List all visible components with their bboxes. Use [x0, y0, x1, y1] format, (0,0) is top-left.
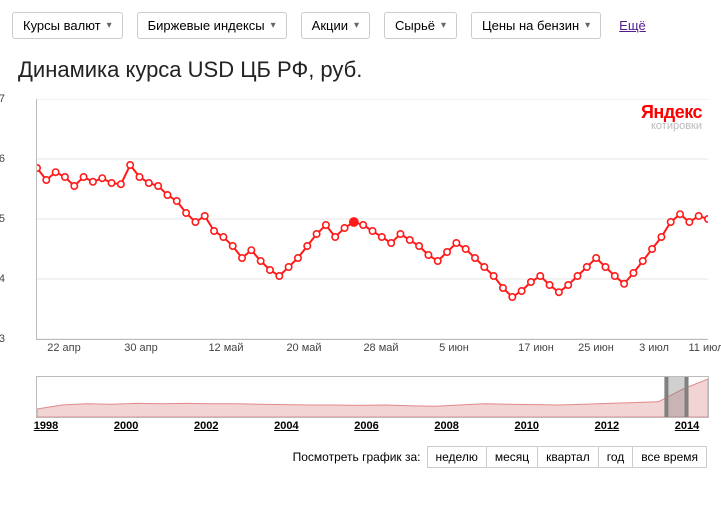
top-tabs: Курсы валют▾Биржевые индексы▾Акции▾Сырьё…: [12, 12, 709, 39]
chevron-down-icon: ▾: [441, 20, 446, 31]
page-title: Динамика курса USD ЦБ РФ, руб.: [18, 57, 709, 83]
overview-x-tick[interactable]: 2014: [675, 420, 699, 432]
y-tick-label: 34: [0, 273, 9, 285]
range-option[interactable]: месяц: [487, 447, 538, 467]
x-tick-label: 28 май: [363, 342, 398, 354]
range-row: Посмотреть график за: неделюмесяцквартал…: [12, 446, 709, 468]
range-option[interactable]: год: [599, 447, 634, 467]
overview-x-tick[interactable]: 2012: [595, 420, 619, 432]
x-tick-label: 30 апр: [124, 342, 157, 354]
provider-logo: Яндекс котировки: [641, 103, 702, 132]
more-link[interactable]: Ещё: [619, 18, 646, 33]
tab-pill[interactable]: Цены на бензин ▾: [471, 12, 601, 39]
tab-label: Акции: [312, 18, 348, 33]
overview-x-tick[interactable]: 2004: [274, 420, 298, 432]
tab-label: Курсы валют: [23, 18, 101, 33]
y-tick-label: 36: [0, 153, 9, 165]
overview-x-tick[interactable]: 2000: [114, 420, 138, 432]
x-tick-label: 11 июл: [688, 342, 721, 354]
range-option[interactable]: квартал: [538, 447, 599, 467]
range-label: Посмотреть график за:: [293, 450, 421, 464]
main-chart: Яндекс котировки 3334353637: [36, 99, 708, 340]
x-tick-label: 22 апр: [47, 342, 80, 354]
chevron-down-icon: ▾: [107, 20, 112, 31]
logo-line2: котировки: [641, 121, 702, 132]
overview-chart-svg: [37, 377, 708, 417]
y-tick-label: 37: [0, 93, 9, 105]
chevron-down-icon: ▾: [354, 20, 359, 31]
logo-line1: Яндекс: [641, 103, 702, 121]
tab-label: Сырьё: [395, 18, 435, 33]
chevron-down-icon: ▾: [271, 20, 276, 31]
tab-label: Биржевые индексы: [148, 18, 265, 33]
x-tick-label: 5 июн: [439, 342, 469, 354]
page: Курсы валют▾Биржевые индексы▾Акции▾Сырьё…: [0, 0, 721, 515]
range-option[interactable]: все время: [633, 447, 706, 467]
x-tick-label: 17 июн: [518, 342, 554, 354]
overview-x-tick[interactable]: 2006: [354, 420, 378, 432]
overview-x-labels: 1998 2000 2002 2004 2006 2008 2010 2012 2014: [36, 418, 707, 436]
tab-pill[interactable]: Курсы валют ▾: [12, 12, 123, 39]
overview-x-tick[interactable]: 2002: [194, 420, 218, 432]
overview-x-tick[interactable]: 1998: [34, 420, 58, 432]
x-tick-label: 25 июн: [578, 342, 614, 354]
range-group: неделюмесяцкварталгодвсе время: [427, 446, 708, 468]
x-tick-label: 3 июл: [639, 342, 669, 354]
overview-x-tick[interactable]: 2010: [515, 420, 539, 432]
tab-pill[interactable]: Биржевые индексы ▾: [137, 12, 287, 39]
chevron-down-icon: ▾: [585, 20, 590, 31]
tab-label: Цены на бензин: [482, 18, 579, 33]
tab-pill[interactable]: Сырьё ▾: [384, 12, 457, 39]
tab-pill[interactable]: Акции ▾: [301, 12, 370, 39]
overview-x-tick[interactable]: 2008: [434, 420, 458, 432]
range-option[interactable]: неделю: [428, 447, 487, 467]
x-tick-label: 12 май: [208, 342, 243, 354]
y-tick-label: 33: [0, 333, 9, 345]
main-chart-svg: [37, 99, 708, 339]
x-tick-label: 20 май: [286, 342, 321, 354]
overview-chart[interactable]: [36, 376, 709, 418]
y-tick-label: 35: [0, 213, 9, 225]
x-axis-labels: 22 апр 30 апр 12 май 20 май 28 май 5 июн 17 ию…: [36, 340, 707, 358]
